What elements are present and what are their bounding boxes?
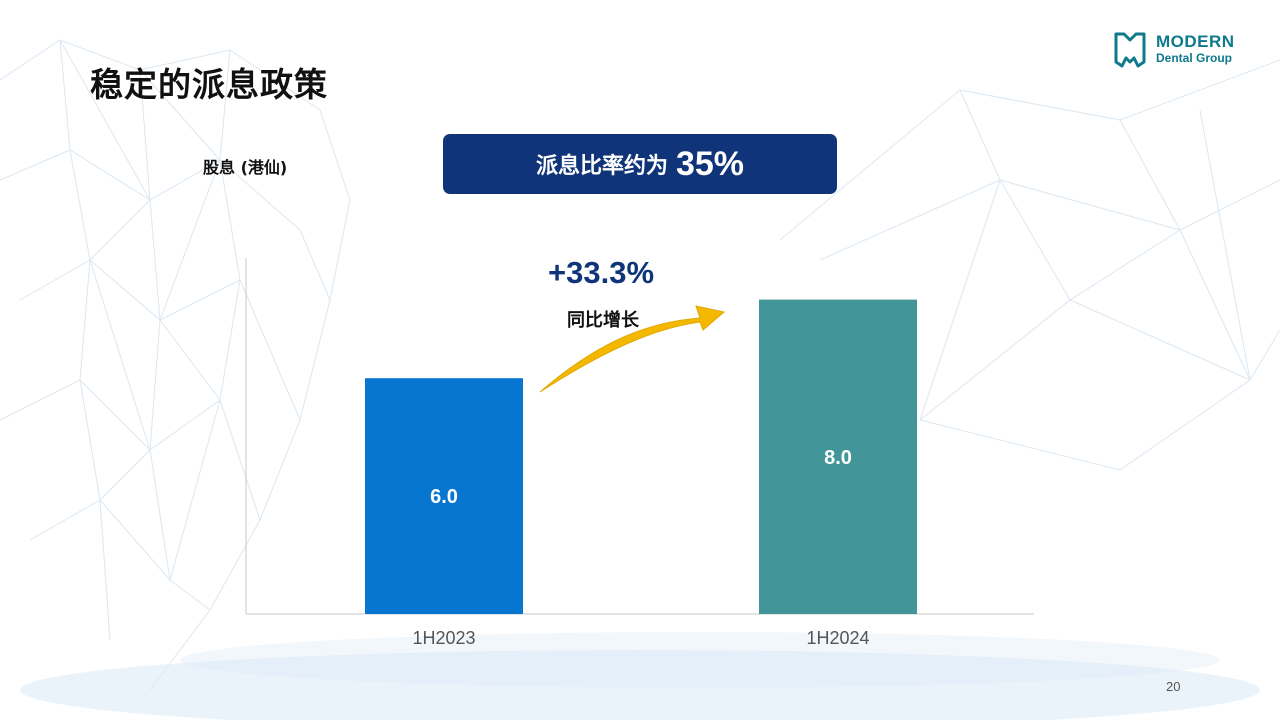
x-tick-label: 1H2023 <box>412 628 475 648</box>
page-number: 20 <box>1166 679 1181 694</box>
growth-label: 同比增长 <box>567 310 639 331</box>
x-tick-label: 1H2024 <box>806 628 869 648</box>
logo-name: MODERN <box>1156 32 1235 51</box>
y-axis-label: 股息 (港仙) <box>203 158 288 177</box>
bar-value-label: 8.0 <box>824 447 852 469</box>
company-logo: MODERN Dental Group <box>1112 30 1252 70</box>
bar-1H2023 <box>365 378 523 614</box>
slide-title: 稳定的派息政策 <box>90 65 328 104</box>
bar-1H2024 <box>759 299 917 614</box>
tooth-logo-icon <box>1114 32 1146 68</box>
payout-ratio-banner: 派息比率约为 35% <box>443 134 837 194</box>
banner-text: 派息比率约为 <box>535 154 668 179</box>
growth-value: +33.3% <box>548 255 655 290</box>
curved-arrow-icon <box>539 305 726 393</box>
logo-subtitle: Dental Group <box>1156 51 1233 65</box>
banner-value: 35% <box>675 144 745 183</box>
bar-value-label: 6.0 <box>430 486 458 508</box>
